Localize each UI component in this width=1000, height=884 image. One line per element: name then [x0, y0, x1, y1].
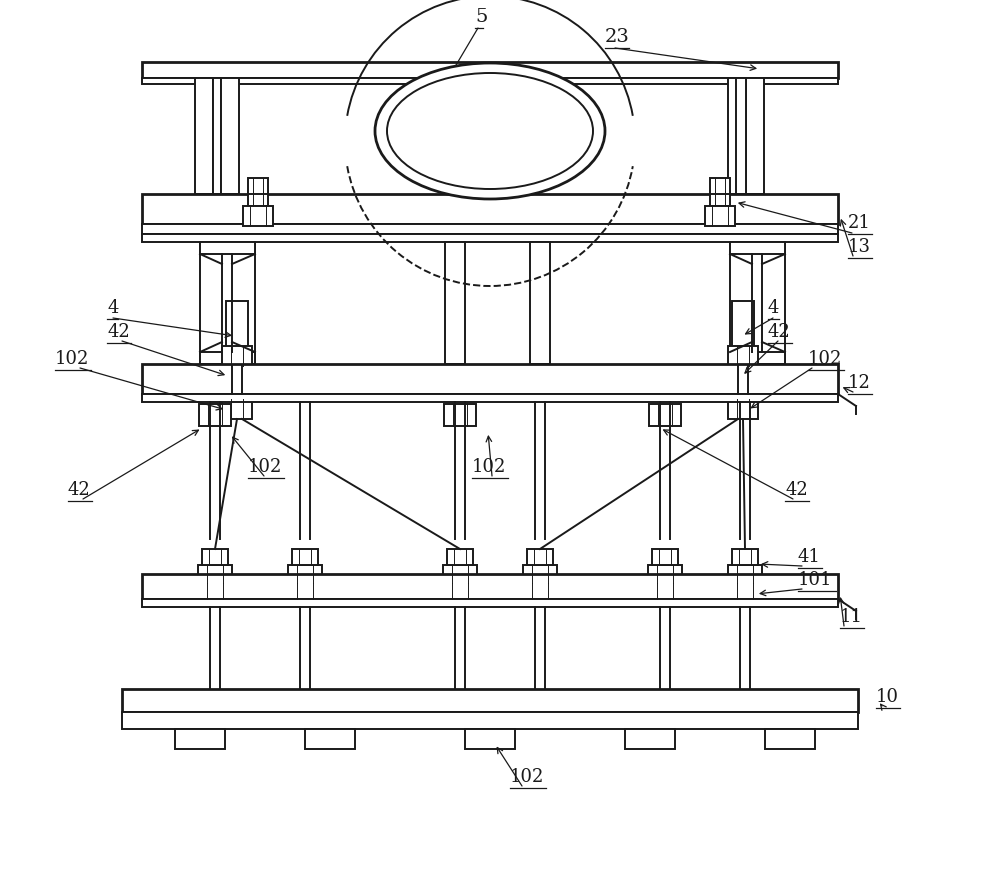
Bar [199, 404, 231, 426]
Bar [142, 599, 838, 607]
Bar [200, 242, 255, 364]
Bar [625, 729, 675, 749]
Bar [122, 712, 858, 729]
Bar [142, 574, 838, 599]
Bar [728, 583, 762, 599]
Bar [195, 78, 213, 194]
Bar [523, 583, 557, 599]
Bar [142, 194, 838, 224]
Text: 42: 42 [107, 323, 130, 341]
Text: 11: 11 [840, 608, 863, 626]
Bar [248, 191, 268, 206]
Bar [248, 178, 268, 194]
Bar [122, 689, 858, 712]
Bar [142, 78, 838, 84]
Bar [305, 729, 355, 749]
Text: 102: 102 [248, 458, 282, 476]
Bar [198, 583, 232, 599]
Text: 102: 102 [55, 350, 89, 368]
Bar [730, 242, 785, 364]
Bar [142, 224, 838, 234]
Text: 102: 102 [510, 768, 544, 786]
Bar [221, 78, 239, 194]
Text: 4: 4 [768, 299, 779, 317]
Bar [198, 565, 232, 583]
Bar [730, 242, 785, 254]
Bar [142, 234, 838, 242]
Text: 41: 41 [798, 548, 821, 566]
Bar [527, 549, 553, 565]
Bar [222, 346, 252, 366]
Text: 42: 42 [785, 481, 808, 499]
Bar [200, 352, 255, 364]
Bar [443, 565, 477, 583]
Bar [746, 78, 764, 194]
Bar [710, 191, 730, 206]
Text: 13: 13 [848, 238, 871, 256]
Bar [292, 549, 318, 565]
Text: 10: 10 [876, 688, 899, 706]
Bar [444, 404, 476, 426]
Bar [142, 62, 838, 78]
Ellipse shape [387, 73, 593, 189]
Bar [200, 242, 255, 254]
Text: 102: 102 [472, 458, 506, 476]
Bar [226, 301, 248, 356]
Bar [175, 729, 225, 749]
Bar [728, 565, 762, 583]
Bar [652, 549, 678, 565]
Bar [648, 583, 682, 599]
Text: 12: 12 [848, 374, 871, 392]
Bar [213, 78, 221, 194]
Bar [765, 729, 815, 749]
Bar [142, 364, 838, 394]
Bar [710, 178, 730, 194]
Text: 102: 102 [808, 350, 842, 368]
Bar [648, 565, 682, 583]
Text: 101: 101 [798, 571, 832, 589]
Bar [649, 404, 681, 426]
Bar [288, 565, 322, 583]
Bar [523, 565, 557, 583]
Bar [142, 394, 838, 402]
Bar [728, 346, 758, 366]
Bar [465, 729, 515, 749]
Text: 21: 21 [848, 214, 871, 232]
Bar [728, 78, 746, 194]
Bar [530, 242, 550, 364]
Bar [730, 352, 785, 364]
Bar [445, 242, 465, 364]
Bar [222, 399, 252, 419]
Bar [705, 206, 735, 226]
Bar [243, 206, 273, 226]
Bar [447, 549, 473, 565]
Bar [732, 301, 754, 356]
Bar [728, 399, 758, 419]
Text: 4: 4 [107, 299, 118, 317]
Bar [288, 583, 322, 599]
Bar [202, 549, 228, 565]
Bar [732, 549, 758, 565]
Text: 5: 5 [475, 8, 487, 26]
Bar [736, 78, 746, 194]
Text: 42: 42 [68, 481, 91, 499]
Text: 23: 23 [605, 28, 630, 46]
Ellipse shape [375, 63, 605, 199]
Text: 42: 42 [768, 323, 791, 341]
Bar [443, 583, 477, 599]
